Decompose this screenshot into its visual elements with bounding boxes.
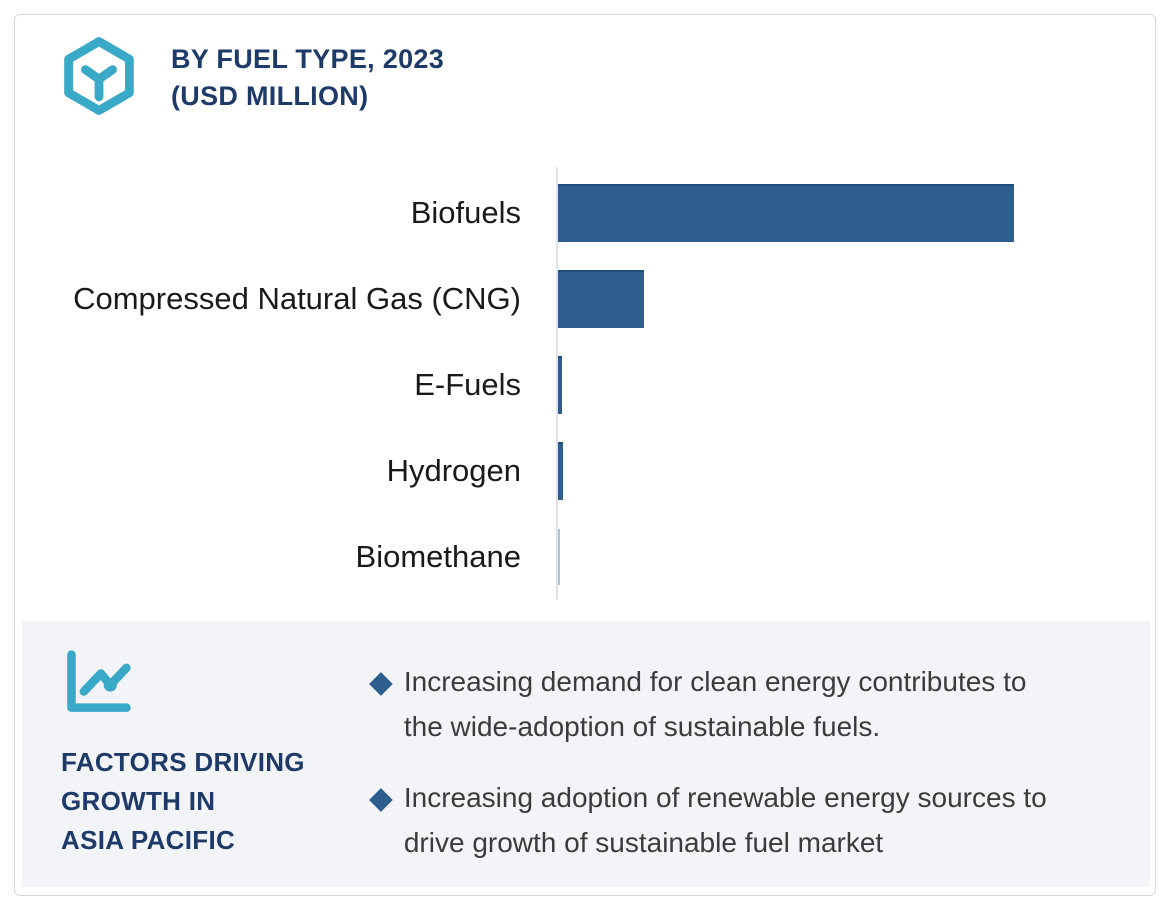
factors-heading: FACTORS DRIVING GROWTH IN ASIA PACIFIC bbox=[61, 743, 305, 860]
fuel-type-bar-chart: Biofuels Compressed Natural Gas (CNG) E-… bbox=[15, 167, 1157, 600]
bullet-text: Increasing adoption of renewable energy … bbox=[403, 782, 1047, 858]
bar-cng bbox=[558, 270, 645, 328]
report-card: BY FUEL TYPE, 2023 (USD MILLION) Biofuel… bbox=[14, 14, 1156, 896]
category-label: Biomethane bbox=[355, 539, 521, 574]
bar-biofuels bbox=[558, 184, 1014, 242]
y-axis-line bbox=[556, 167, 558, 600]
chart-title-line2: (USD MILLION) bbox=[171, 81, 369, 111]
factors-panel: FACTORS DRIVING GROWTH IN ASIA PACIFIC ◆… bbox=[22, 621, 1150, 887]
bar-hydrogen bbox=[558, 442, 564, 500]
factors-bullet-list: ◆ Increasing demand for clean energy con… bbox=[369, 659, 1139, 891]
chart-row-cng: Compressed Natural Gas (CNG) bbox=[15, 256, 1157, 342]
list-item: ◆ Increasing adoption of renewable energ… bbox=[369, 775, 1139, 865]
bar-biomethane bbox=[558, 529, 560, 585]
factors-heading-line1: FACTORS DRIVING bbox=[61, 747, 305, 777]
diamond-bullet-icon: ◆ bbox=[369, 664, 393, 699]
category-label: Hydrogen bbox=[386, 453, 521, 488]
category-label: Compressed Natural Gas (CNG) bbox=[73, 281, 521, 316]
diamond-bullet-icon: ◆ bbox=[369, 780, 393, 815]
chart-title: BY FUEL TYPE, 2023 (USD MILLION) bbox=[171, 41, 444, 115]
hexagon-cube-logo-icon bbox=[64, 37, 134, 115]
chart-title-line1: BY FUEL TYPE, 2023 bbox=[171, 44, 445, 74]
factors-heading-line2: GROWTH IN bbox=[61, 786, 216, 816]
category-label: E-Fuels bbox=[414, 367, 521, 402]
bullet-text: Increasing demand for clean energy contr… bbox=[403, 666, 1027, 742]
line-chart-icon bbox=[67, 650, 131, 712]
factors-heading-line3: ASIA PACIFIC bbox=[61, 825, 236, 855]
chart-row-biomethane: Biomethane bbox=[15, 514, 1157, 600]
chart-row-efuels: E-Fuels bbox=[15, 342, 1157, 428]
bar-efuels bbox=[558, 356, 563, 414]
list-item: ◆ Increasing demand for clean energy con… bbox=[369, 659, 1139, 749]
chart-row-hydrogen: Hydrogen bbox=[15, 428, 1157, 514]
category-label: Biofuels bbox=[410, 195, 521, 230]
chart-row-biofuels: Biofuels bbox=[15, 170, 1157, 256]
